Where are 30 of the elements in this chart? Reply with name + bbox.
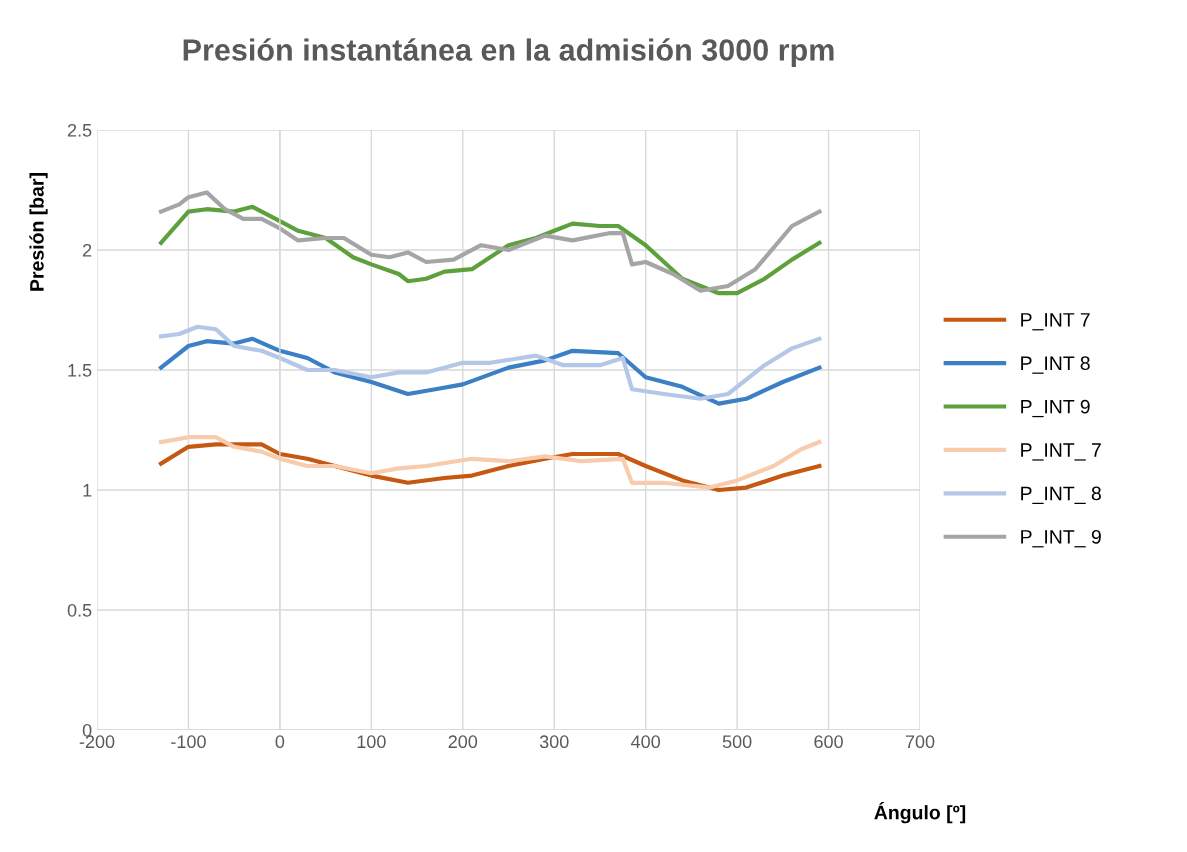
y-tick-label: 1	[83, 484, 92, 497]
y-axis-title: Presión [bar]	[29, 173, 48, 291]
x-tick-label: 700	[905, 735, 935, 749]
legend-label: P_INT_ 9	[1021, 529, 1101, 548]
line-series	[158, 336, 822, 406]
x-tick-label: 400	[631, 735, 661, 749]
legend-label: P_INT 7	[1021, 313, 1090, 331]
x-tick-label: 500	[722, 735, 752, 749]
y-tick-label: 0	[82, 723, 92, 737]
x-tick-label: 600	[814, 735, 843, 749]
legend-label: P_INT 8	[1021, 356, 1090, 374]
y-tick-label: 2	[83, 243, 92, 257]
x-axis-title: Ángulo [º]	[874, 802, 966, 824]
legend-label: P_INT_ 8	[1021, 486, 1101, 504]
x-tick-label: 0	[275, 735, 285, 749]
x-tick-label: 100	[357, 735, 386, 749]
line-series	[158, 190, 822, 293]
line-series	[158, 435, 822, 490]
line-series	[158, 204, 822, 296]
y-tick-label: 2.5	[67, 123, 92, 137]
chart-title: Presión instantánea en la admisión 3000 rpm	[183, 38, 834, 67]
line-series	[158, 324, 822, 401]
x-tick-label: 200	[448, 735, 478, 749]
legend-label: P_INT_ 7	[1021, 443, 1101, 461]
legend-label: P_INT 9	[1021, 399, 1090, 418]
x-tick-label: -100	[171, 735, 206, 749]
y-tick-label: 1.5	[68, 364, 92, 377]
y-tick-label: 0.5	[67, 603, 92, 617]
x-tick-label: 300	[539, 735, 569, 749]
x-tick-label: -200	[79, 735, 115, 749]
